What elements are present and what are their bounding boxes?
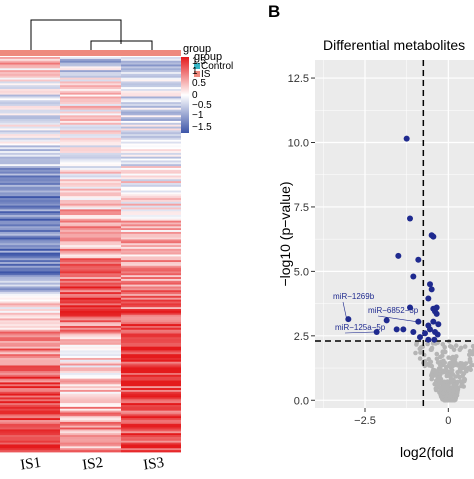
- significant-point: [435, 321, 441, 327]
- nonsignificant-point: [458, 348, 463, 353]
- nonsignificant-point: [442, 368, 447, 373]
- group-annotation-bar: [0, 50, 181, 56]
- legend-scale-tick: −1: [192, 110, 204, 121]
- nonsignificant-point: [438, 372, 443, 377]
- heatmap-column-label: IS3: [142, 455, 165, 474]
- heatmap-legend: group group Control IS 1.510.50−0.5−1−1.…: [181, 43, 233, 133]
- nonsignificant-point: [442, 361, 447, 366]
- significant-point: [427, 281, 433, 287]
- nonsignificant-point: [454, 343, 459, 348]
- nonsignificant-point: [450, 360, 455, 365]
- nonsignificant-point: [429, 347, 434, 352]
- heatmap-column-label: IS2: [81, 455, 104, 474]
- x-tick-label: −2.5: [354, 415, 376, 427]
- nonsignificant-point: [441, 391, 446, 396]
- nonsignificant-point: [468, 349, 473, 354]
- y-tick-label: 10.0: [288, 137, 309, 149]
- nonsignificant-point: [418, 350, 423, 355]
- y-tick-label: 0.0: [294, 395, 309, 407]
- volcano-panel: B Differential metabolites miR−1269b miR−…: [268, 2, 474, 460]
- panel-letter-b: B: [268, 2, 280, 21]
- nonsignificant-point: [434, 386, 439, 391]
- nonsignificant-point: [462, 371, 467, 376]
- nonsignificant-point: [440, 353, 445, 358]
- nonsignificant-point: [452, 378, 457, 383]
- x-axis-ticks: −2.5 0: [354, 408, 451, 427]
- heatmap-cells: [0, 57, 181, 452]
- nonsignificant-point: [451, 355, 456, 360]
- nonsignificant-point: [435, 352, 440, 357]
- nonsignificant-point: [464, 361, 469, 366]
- x-tick-label: 0: [445, 415, 451, 427]
- volcano-plot-area: [315, 60, 474, 408]
- significant-point: [415, 257, 421, 263]
- heatmap-column-label: IS1: [19, 455, 42, 474]
- heatmap-cell: [60, 450, 121, 452]
- heatmap-cell: [121, 450, 181, 452]
- x-axis-label: log2(fold: [400, 444, 454, 460]
- nonsignificant-point: [455, 390, 460, 395]
- point-annotation-label: miR−1269b: [333, 292, 375, 301]
- significant-point: [407, 216, 413, 222]
- significant-point: [395, 253, 401, 259]
- nonsignificant-point: [439, 380, 444, 385]
- nonsignificant-point: [438, 363, 443, 368]
- nonsignificant-point: [446, 387, 451, 392]
- nonsignificant-point: [468, 360, 473, 365]
- nonsignificant-point: [450, 398, 455, 403]
- point-annotation-label: miR−6852−3p: [368, 306, 419, 315]
- nonsignificant-point: [438, 367, 443, 372]
- y-tick-label: 12.5: [288, 73, 309, 85]
- heatmap-column-labels: IS1 IS2 IS3: [19, 455, 165, 474]
- legend-color-scale: [181, 57, 189, 133]
- significant-point: [400, 326, 406, 332]
- point-annotation-label: miR−125a−5p: [335, 323, 386, 332]
- nonsignificant-point: [418, 356, 423, 361]
- nonsignificant-point: [430, 374, 435, 379]
- y-tick-label: 2.5: [294, 331, 309, 343]
- significant-point: [410, 329, 416, 335]
- significant-point: [404, 136, 410, 142]
- nonsignificant-point: [467, 365, 472, 370]
- y-tick-label: 5.0: [294, 266, 309, 278]
- column-dendrogram: [31, 20, 152, 50]
- nonsignificant-point: [448, 394, 453, 399]
- dendrogram-branch-top: [31, 20, 121, 41]
- significant-point: [429, 286, 435, 292]
- legend-scale-tick: −1.5: [192, 122, 212, 133]
- nonsignificant-point: [458, 367, 463, 372]
- nonsignificant-point: [442, 345, 447, 350]
- legend-scale-tick: 0.5: [192, 78, 206, 89]
- nonsignificant-point: [458, 363, 463, 368]
- nonsignificant-point: [445, 372, 450, 377]
- nonsignificant-point: [444, 398, 449, 403]
- significant-point: [425, 295, 431, 301]
- significant-point: [410, 274, 416, 280]
- y-axis-label: −log10 (p−value): [277, 181, 293, 286]
- nonsignificant-point: [462, 379, 467, 384]
- significant-point: [434, 311, 440, 317]
- nonsignificant-point: [463, 344, 468, 349]
- significant-point: [394, 326, 400, 332]
- nonsignificant-point: [429, 360, 434, 365]
- significant-point: [430, 234, 436, 240]
- significant-point: [435, 332, 441, 338]
- heatmap-cell: [0, 450, 60, 452]
- nonsignificant-point: [450, 368, 455, 373]
- legend-scale-tick: 1: [192, 66, 198, 77]
- significant-point: [422, 330, 428, 336]
- nonsignificant-point: [413, 351, 418, 356]
- significant-point: [425, 337, 431, 343]
- nonsignificant-point: [448, 344, 453, 349]
- significant-point: [431, 337, 437, 343]
- nonsignificant-point: [451, 372, 456, 377]
- nonsignificant-point: [435, 357, 440, 362]
- significant-point: [417, 334, 423, 340]
- volcano-title: Differential metabolites: [323, 37, 465, 53]
- y-tick-label: 7.5: [294, 202, 309, 214]
- nonsignificant-point: [437, 390, 442, 395]
